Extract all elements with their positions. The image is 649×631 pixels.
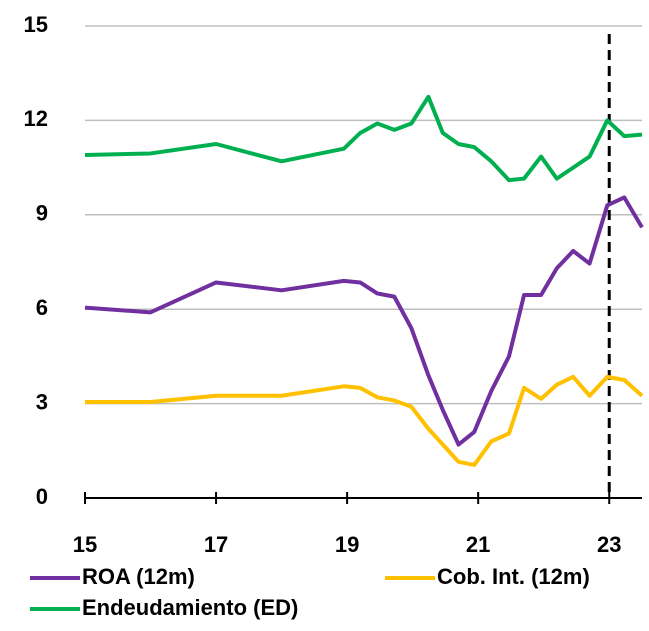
y-tick-label: 12 <box>24 106 48 131</box>
x-tick-label: 21 <box>466 532 490 557</box>
x-tick-label: 15 <box>73 532 97 557</box>
legend-label: Endeudamiento (ED) <box>82 595 298 620</box>
y-tick-label: 9 <box>36 201 48 226</box>
y-tick-label: 15 <box>24 12 48 37</box>
line-series <box>85 374 644 467</box>
y-tick-label: 3 <box>36 389 48 414</box>
x-tick-label: 17 <box>204 532 228 557</box>
x-tick-label: 23 <box>597 532 621 557</box>
line-series <box>84 94 643 183</box>
y-tick-label: 0 <box>36 484 48 509</box>
x-tick-label: 19 <box>335 532 359 557</box>
legend-label: Cob. Int. (12m) <box>437 564 590 589</box>
y-tick-label: 6 <box>36 295 48 320</box>
legend-label: ROA (12m) <box>82 564 195 589</box>
line-series <box>84 195 644 447</box>
